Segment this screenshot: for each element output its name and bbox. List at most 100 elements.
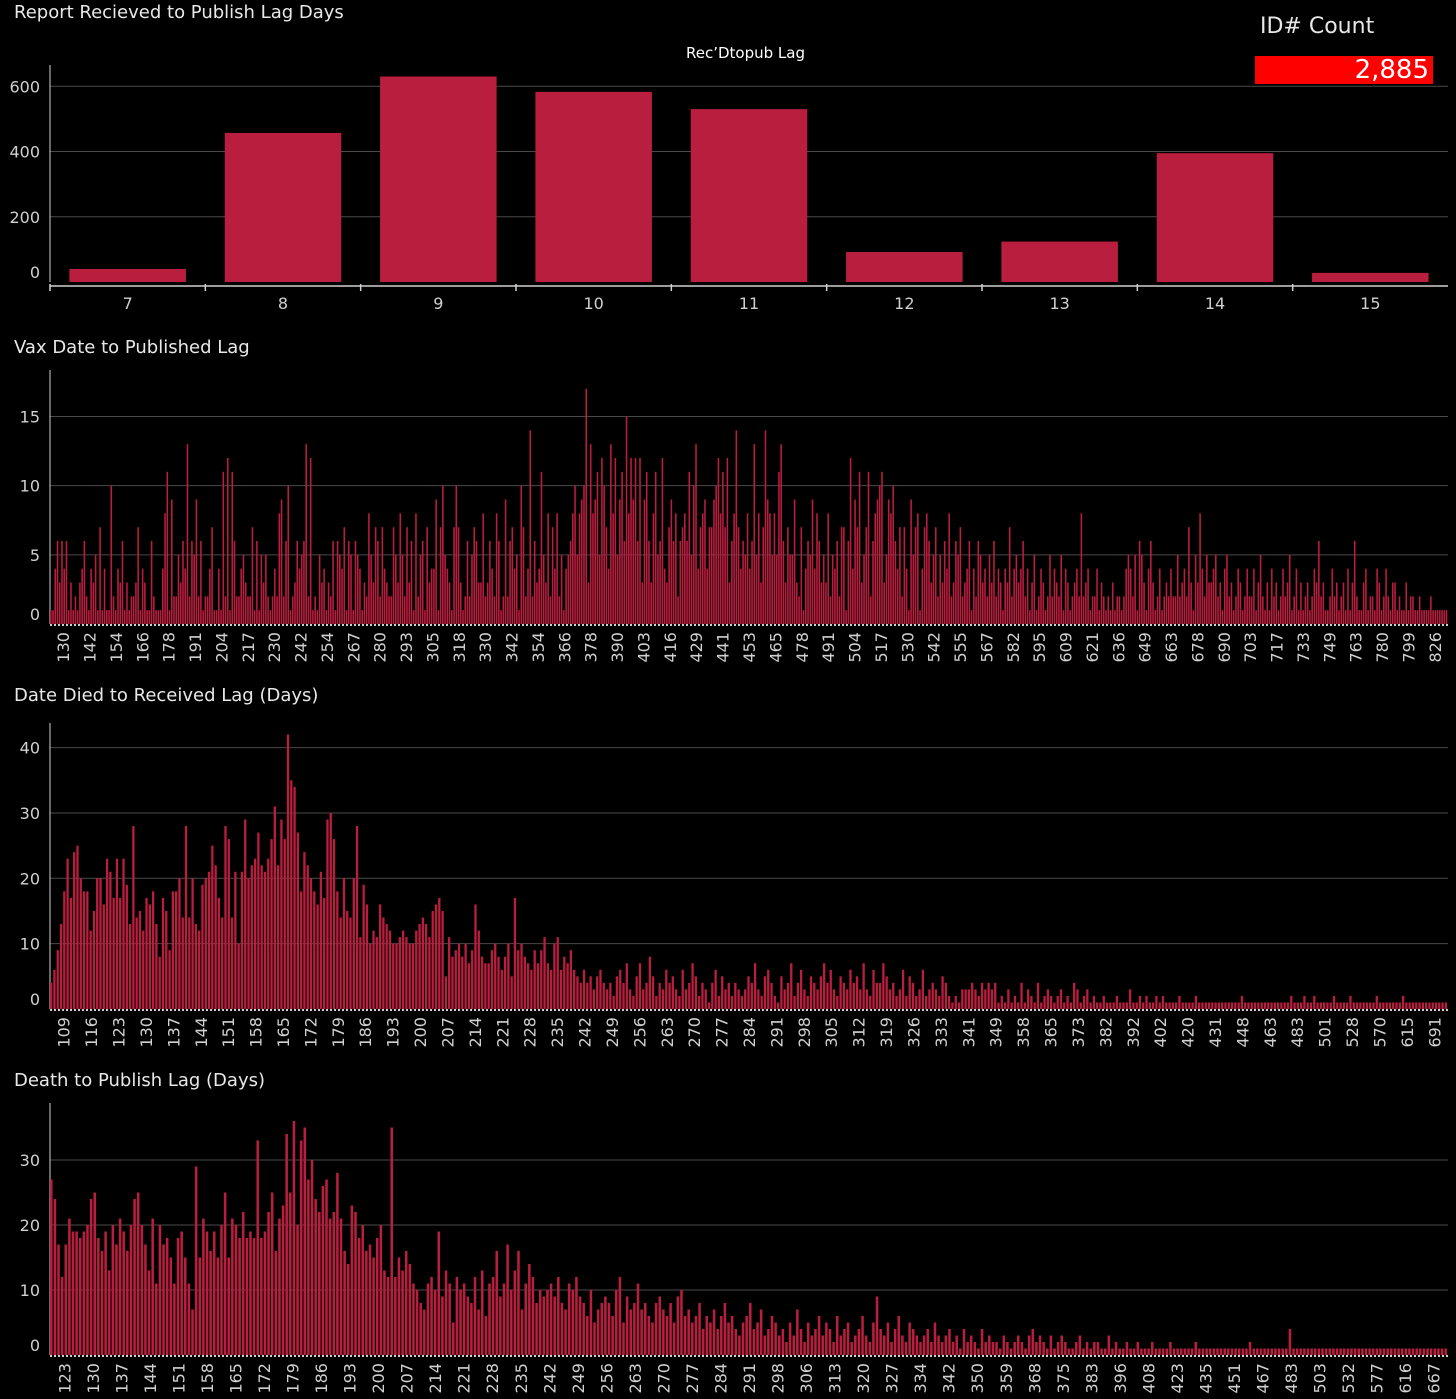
bar (1385, 1002, 1388, 1009)
bar (1316, 1002, 1319, 1009)
bar (390, 1127, 393, 1355)
bar (388, 596, 390, 624)
bar (375, 1238, 379, 1355)
bar (1086, 989, 1089, 1009)
bar (169, 1257, 173, 1355)
bar (882, 963, 885, 1009)
bar (213, 610, 216, 624)
bar (1227, 1348, 1230, 1355)
bar (482, 513, 484, 624)
bar (666, 582, 668, 624)
x-tick-label: 319 (877, 1017, 896, 1048)
bar (404, 1251, 408, 1355)
bar (359, 568, 361, 624)
bar (846, 251, 963, 282)
bar (917, 513, 919, 624)
bar (723, 1303, 727, 1355)
x-tick-label: 423 (1168, 1363, 1187, 1394)
bar (1023, 1002, 1026, 1009)
bar (1199, 513, 1201, 624)
x-tick-label: 609 (1057, 632, 1076, 663)
bar (477, 582, 480, 624)
bar (155, 1283, 158, 1355)
bar (1290, 995, 1293, 1009)
bar (997, 568, 1000, 624)
x-tick-label: 678 (1188, 632, 1207, 663)
bar (175, 596, 178, 624)
bar (141, 568, 144, 624)
x-tick-label: 142 (81, 632, 100, 663)
x-tick-label: 221 (493, 1017, 512, 1048)
x-tick-label: 396 (1111, 1363, 1130, 1394)
x-tick-label: 256 (630, 1017, 649, 1048)
bar (859, 989, 862, 1009)
bar (1060, 554, 1062, 624)
bar (704, 499, 706, 624)
bar (1244, 596, 1246, 624)
bar (1328, 1348, 1332, 1355)
bar (720, 1316, 723, 1355)
bar (59, 924, 63, 1009)
bar (1432, 610, 1434, 624)
bar (789, 554, 791, 624)
bar (1045, 1348, 1049, 1355)
x-tick-label: 691 (1425, 1017, 1444, 1048)
bar (984, 1342, 987, 1355)
bar (256, 1140, 259, 1355)
bar (776, 1002, 780, 1009)
bar (398, 937, 401, 1009)
bar (734, 982, 737, 1009)
bar (1079, 1002, 1082, 1009)
bar (346, 1264, 350, 1355)
bar (1255, 610, 1257, 624)
bar (1035, 1342, 1038, 1355)
bar (490, 950, 494, 1009)
bar (343, 1251, 346, 1355)
bar (1027, 1335, 1031, 1355)
bar (905, 995, 908, 1009)
bar (1247, 1002, 1250, 1009)
bar (1085, 1342, 1089, 1355)
x-tick-label: 151 (219, 1017, 238, 1048)
bar (299, 1140, 303, 1355)
bar (1252, 1348, 1255, 1355)
x-tick-label: 8 (278, 294, 288, 313)
bar (921, 568, 924, 624)
bar (1017, 1002, 1020, 1009)
x-tick-label: 327 (883, 1363, 902, 1394)
x-tick-label: 441 (714, 632, 733, 663)
bar (1198, 1348, 1201, 1355)
bar (898, 989, 901, 1009)
bar (223, 1192, 227, 1355)
bar (872, 969, 875, 1009)
bar (687, 1309, 690, 1355)
bar (589, 1290, 593, 1355)
bar (1349, 995, 1352, 1009)
bar (558, 596, 561, 624)
bar (895, 995, 898, 1009)
x-tick-label: 207 (398, 1363, 417, 1394)
x-tick-label: 228 (483, 1363, 502, 1394)
bar (1263, 1348, 1266, 1355)
bar (676, 1296, 680, 1355)
bar (1040, 568, 1042, 624)
bar (901, 596, 903, 624)
bar (356, 554, 359, 624)
bar (582, 1303, 585, 1355)
bar (852, 982, 855, 1009)
bar (69, 268, 186, 282)
bar (813, 568, 816, 624)
bar (690, 554, 693, 624)
x-tick-label: 235 (512, 1363, 531, 1394)
bar (787, 527, 789, 624)
bar (1228, 596, 1231, 624)
bar (365, 596, 368, 624)
bar (1438, 1002, 1441, 1009)
bar (509, 1290, 513, 1355)
bar (474, 904, 477, 1009)
bar (137, 527, 139, 624)
bar (767, 969, 770, 1009)
bar (280, 499, 283, 624)
x-tick-label: 154 (107, 632, 126, 663)
bar (1125, 1002, 1128, 1009)
